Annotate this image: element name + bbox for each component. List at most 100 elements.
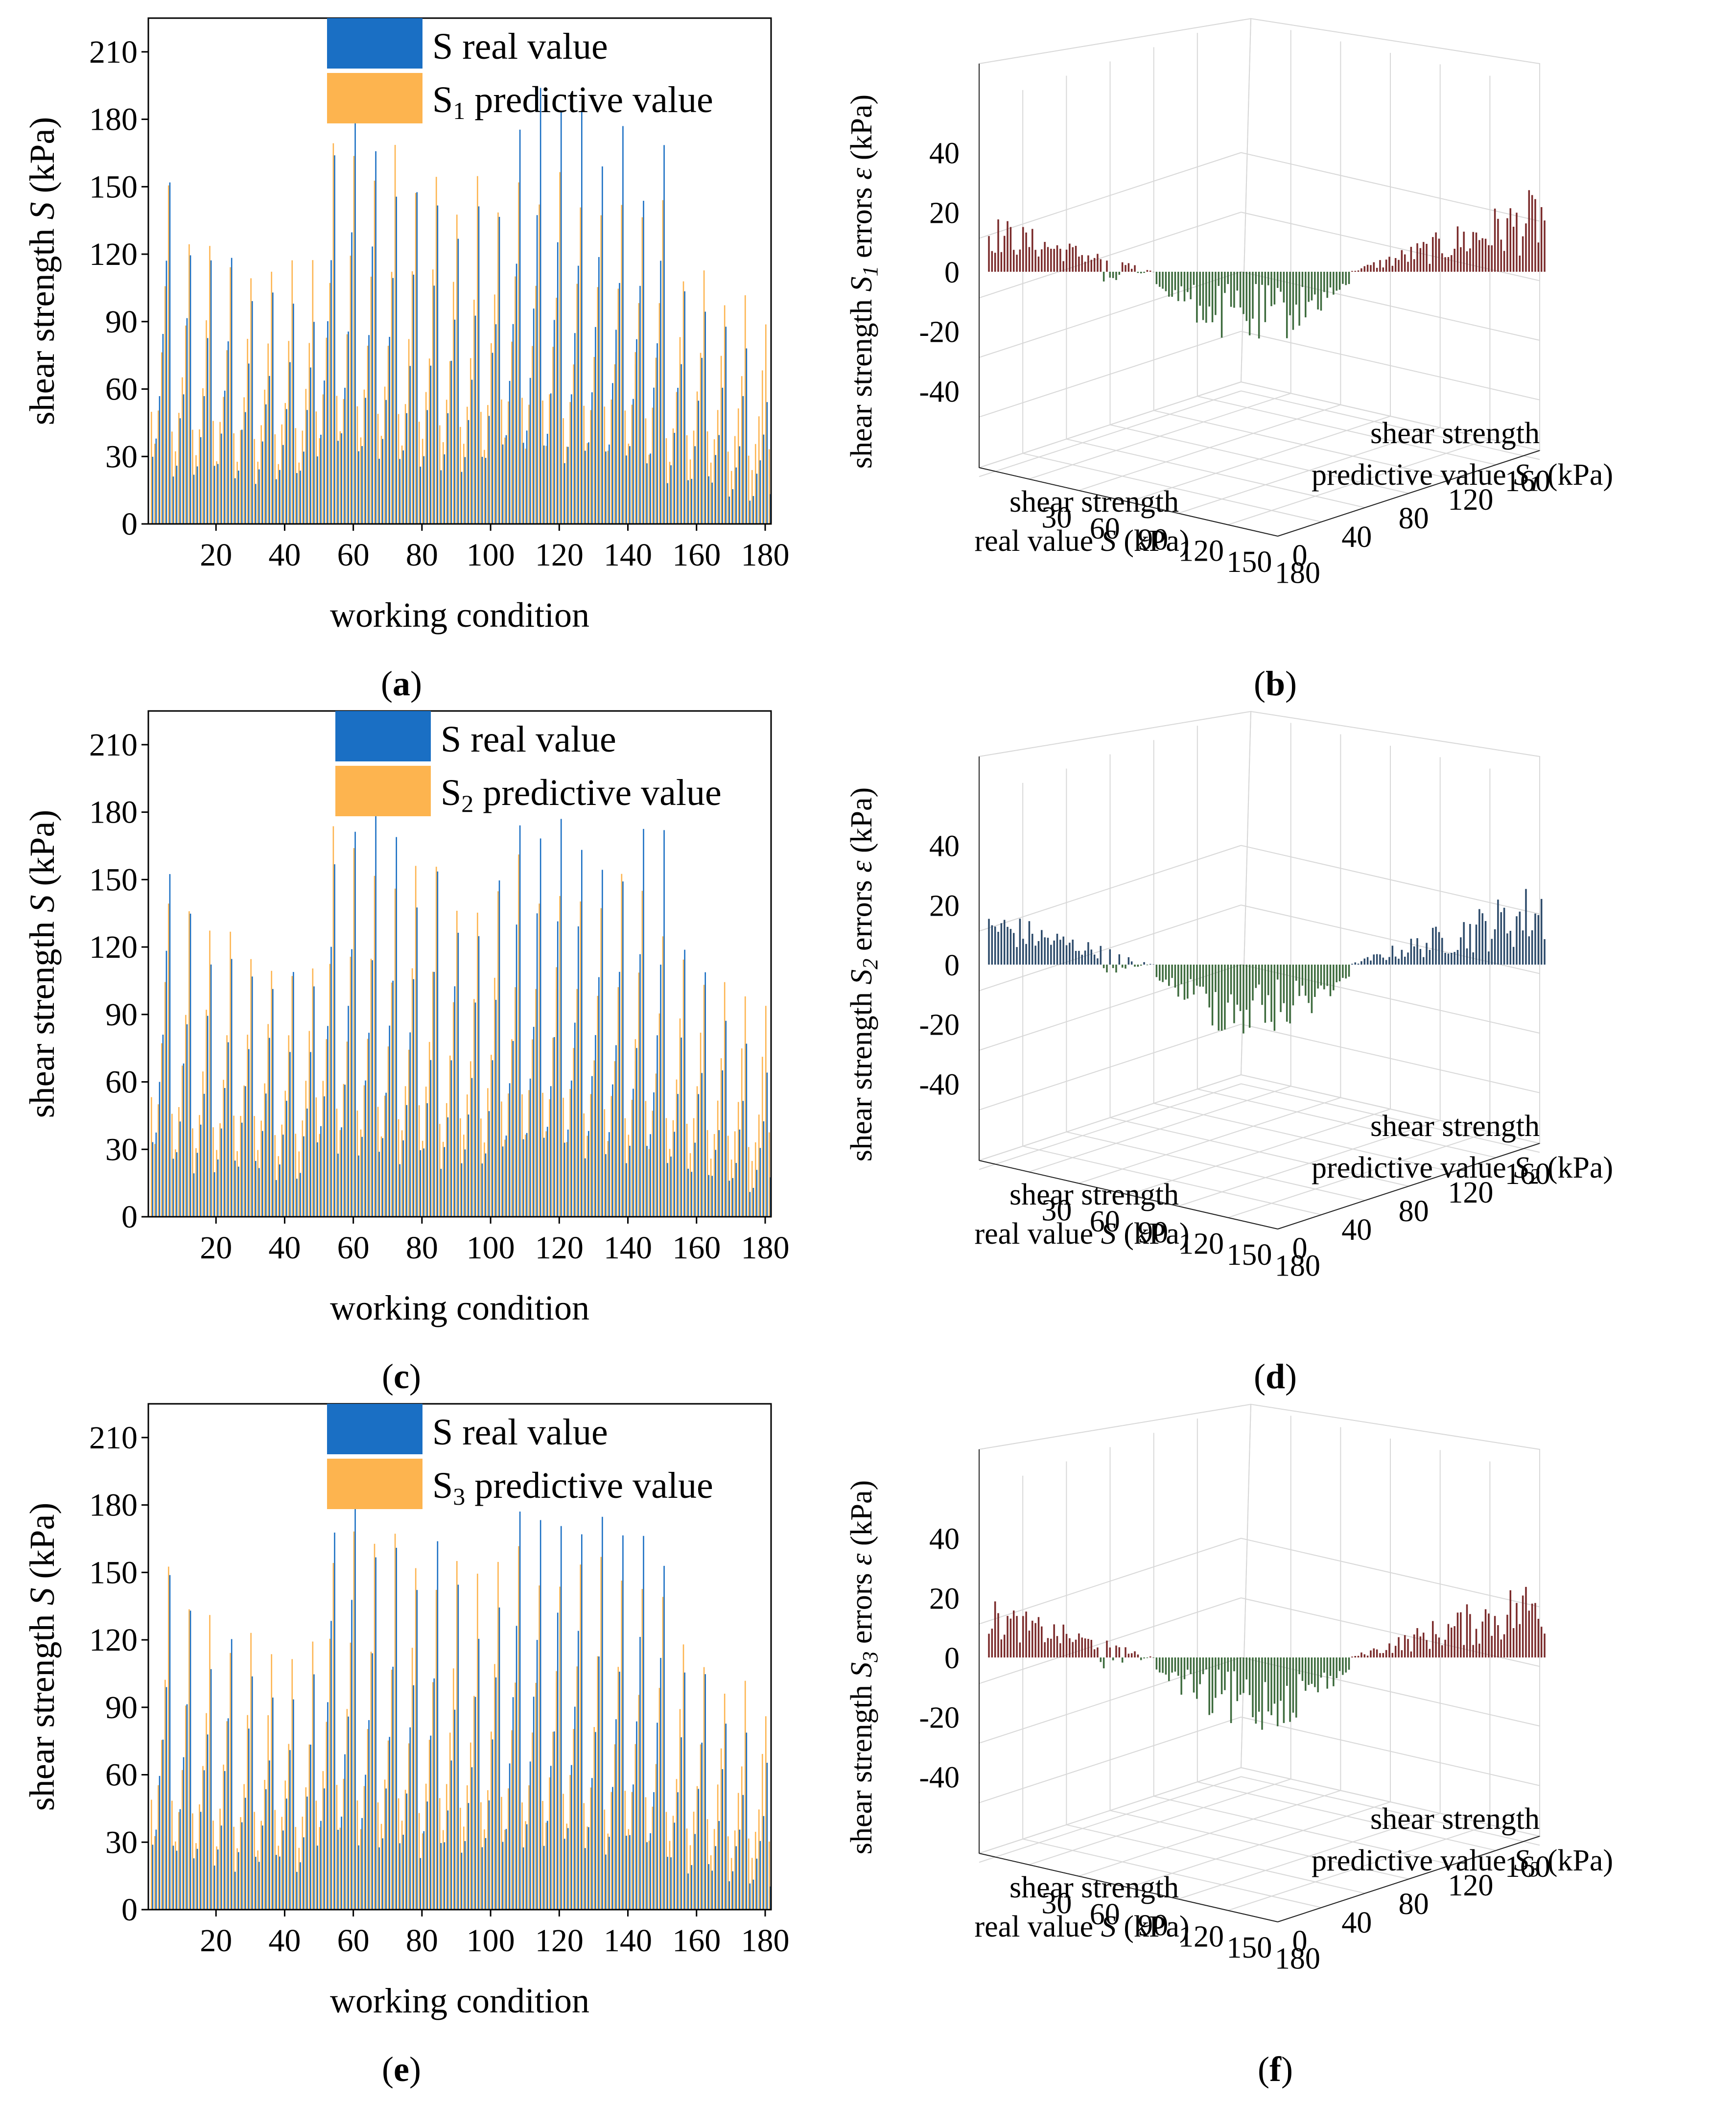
- x-tick-label: 30: [1041, 501, 1072, 535]
- real-bar: [165, 260, 167, 524]
- pred-bar: [206, 1010, 207, 1217]
- real-bar: [162, 333, 164, 524]
- pred-bar: [744, 295, 746, 524]
- pred-bar: [652, 407, 654, 524]
- pred-bar: [432, 1682, 434, 1910]
- real-bar: [701, 357, 703, 524]
- panel-label: (c): [382, 1357, 421, 1396]
- pred-bar: [693, 1811, 695, 1910]
- y-tick-label: 120: [1448, 1869, 1493, 1902]
- pred-bar: [559, 172, 561, 524]
- pred-bar: [545, 1822, 547, 1910]
- real-bar: [210, 964, 212, 1217]
- pred-bar: [367, 1039, 369, 1217]
- x-tick-label: 180: [1275, 556, 1320, 590]
- real-bar: [519, 129, 521, 524]
- real-bar: [533, 308, 535, 524]
- real-bar: [306, 1797, 308, 1910]
- pred-bar: [380, 436, 382, 524]
- real-bar: [286, 1101, 287, 1217]
- pred-bar: [463, 1135, 465, 1217]
- pred-bar: [329, 964, 331, 1217]
- pred-bar: [394, 888, 396, 1217]
- x-axis-label-2: real value S (kPa): [975, 524, 1190, 558]
- real-bar: [492, 1739, 493, 1910]
- pred-bar: [363, 389, 365, 524]
- real-bar: [430, 1060, 432, 1217]
- pred-bar: [528, 1090, 530, 1217]
- real-bar: [200, 1124, 202, 1217]
- real-bar: [282, 445, 284, 524]
- real-bar: [752, 1879, 754, 1910]
- pred-bar: [535, 989, 537, 1217]
- real-bar: [162, 1739, 164, 1910]
- pred-bar: [439, 1798, 441, 1910]
- pred-bar: [700, 1033, 702, 1217]
- real-bar: [543, 1137, 545, 1217]
- real-bar: [742, 1101, 744, 1217]
- real-bar: [739, 1129, 741, 1217]
- real-bar: [409, 1727, 411, 1910]
- real-bar: [550, 1766, 552, 1910]
- pred-bar: [511, 1730, 513, 1910]
- bar-series: [151, 88, 772, 524]
- real-bar: [344, 1754, 346, 1910]
- real-bar: [498, 1607, 500, 1910]
- real-bar: [629, 446, 631, 524]
- pred-bar: [556, 298, 557, 524]
- real-bar: [704, 1674, 706, 1910]
- y-tick-label: 150: [89, 862, 138, 898]
- pred-bar: [542, 401, 543, 524]
- real-bar: [546, 1127, 548, 1217]
- pred-bar: [161, 352, 163, 524]
- z-tick-label: -40: [919, 375, 960, 408]
- real-bar: [526, 430, 528, 524]
- real-bar: [468, 1114, 469, 1217]
- real-bar: [255, 1857, 257, 1910]
- real-bar: [450, 360, 452, 524]
- pred-bar: [628, 1829, 630, 1910]
- real-bar: [492, 1060, 493, 1217]
- pred-bar: [154, 1144, 156, 1217]
- pred-bar: [669, 462, 671, 524]
- pred-bar: [353, 1531, 355, 1910]
- pred-bar: [501, 399, 502, 524]
- real-bar: [756, 1170, 758, 1217]
- real-bar: [426, 410, 428, 524]
- pred-bar: [655, 1073, 657, 1217]
- pred-bar: [322, 1771, 324, 1910]
- real-bar: [715, 1150, 717, 1217]
- real-bar: [684, 291, 685, 524]
- z-tick-label: -40: [919, 1068, 960, 1101]
- pred-bar: [539, 1585, 540, 1910]
- real-bar: [402, 1140, 404, 1217]
- pred-bar: [576, 1666, 578, 1910]
- pred-bar: [504, 1829, 506, 1910]
- real-bar: [272, 989, 274, 1217]
- y-axis-line: [1277, 1143, 1540, 1230]
- pred-bar: [446, 1784, 447, 1910]
- real-bar: [447, 413, 449, 524]
- real-bar: [615, 1045, 617, 1217]
- pred-bar: [720, 1748, 722, 1910]
- pred-bar: [497, 891, 499, 1217]
- real-bar: [749, 1883, 751, 1910]
- pred-bar: [230, 931, 231, 1217]
- pred-bar: [511, 341, 513, 524]
- real-bar: [609, 1132, 610, 1217]
- real-bar: [337, 1829, 339, 1910]
- pred-bar: [631, 1792, 633, 1910]
- panel-label: (a): [381, 664, 422, 703]
- real-bar: [416, 907, 418, 1217]
- pred-bar: [370, 277, 372, 524]
- z-grid-left: [979, 1776, 1242, 1863]
- pred-bar: [212, 1127, 214, 1217]
- pred-bar: [377, 1107, 379, 1217]
- real-bar: [622, 881, 624, 1217]
- pred-bar: [552, 1038, 554, 1217]
- real-bar: [231, 1639, 233, 1910]
- real-bar: [533, 1027, 535, 1217]
- pred-bar: [628, 1135, 630, 1217]
- pred-bar: [700, 353, 702, 524]
- pred-bar: [223, 397, 224, 524]
